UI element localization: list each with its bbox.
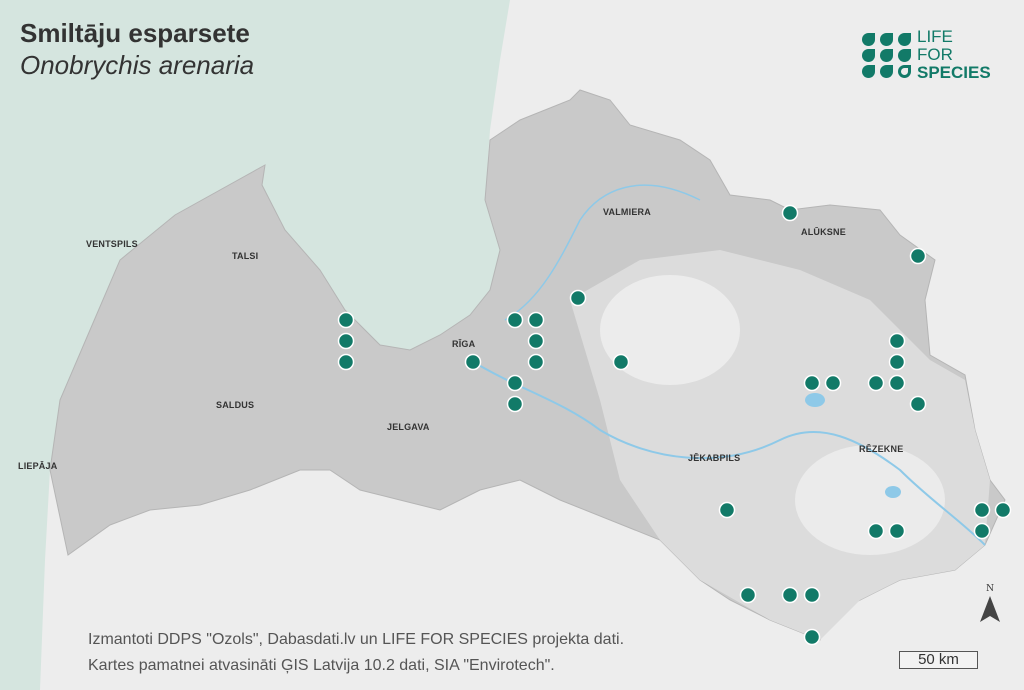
- lake-razna: [885, 486, 901, 498]
- occurrence-point: [612, 353, 630, 371]
- occurrence-point: [337, 353, 355, 371]
- occurrence-point: [506, 395, 524, 413]
- occurrence-point: [803, 586, 821, 604]
- occurrence-point: [973, 501, 991, 519]
- logo-line1: LIFE: [917, 27, 953, 46]
- occurrence-point: [867, 374, 885, 392]
- city-label-talsi: TALSI: [232, 251, 259, 261]
- life-for-species-logo: LIFE FOR SPECIES: [862, 28, 991, 82]
- logo-drops-icon: [862, 32, 911, 78]
- north-label: N: [986, 584, 994, 594]
- city-label-ventspils: VENTSPILS: [86, 239, 138, 249]
- occurrence-point: [337, 332, 355, 350]
- occurrence-point: [506, 311, 524, 329]
- city-label-jelgava: JELGAVA: [387, 422, 430, 432]
- occurrence-point: [803, 628, 821, 646]
- daugava-river: [469, 359, 986, 546]
- gauja-river: [504, 184, 701, 321]
- city-label-riga: RĪGA: [452, 339, 476, 349]
- occurrence-points: [337, 204, 1012, 646]
- occurrence-point: [527, 332, 545, 350]
- logo-line3: SPECIES: [917, 63, 991, 82]
- occurrence-point: [781, 586, 799, 604]
- city-label-saldus: SALDUS: [216, 400, 255, 410]
- vidzeme-upland: [600, 275, 740, 385]
- occurrence-point: [781, 204, 799, 222]
- north-arrow-icon: [980, 596, 1000, 622]
- city-label-jekabpils: JĒKABPILS: [688, 453, 741, 463]
- occurrence-point: [888, 522, 906, 540]
- occurrence-point: [909, 395, 927, 413]
- occurrence-point: [506, 374, 524, 392]
- city-label-rezekne: RĒZEKNE: [859, 444, 904, 454]
- city-label-aluksne: ALŪKSNE: [801, 227, 846, 237]
- logo-line2: FOR: [917, 45, 953, 64]
- occurrence-point: [888, 353, 906, 371]
- occurrence-point: [994, 501, 1012, 519]
- map-title: Smiltāju esparsete: [20, 18, 250, 48]
- data-credits: Izmantoti DDPS "Ozols", Dabasdati.lv un …: [88, 627, 624, 679]
- latgale-upland: [795, 445, 945, 555]
- city-label-valmiera: VALMIERA: [603, 207, 651, 217]
- occurrence-point: [909, 247, 927, 265]
- credits-line2: Kartes pamatnei atvasināti ĢIS Latvija 1…: [88, 657, 555, 674]
- occurrence-point: [527, 311, 545, 329]
- scale-bar: 50 km: [899, 651, 978, 669]
- north-arrow: N: [978, 584, 1002, 629]
- occurrence-point: [337, 311, 355, 329]
- occurrence-point: [464, 353, 482, 371]
- occurrence-point: [867, 522, 885, 540]
- occurrence-point: [803, 374, 821, 392]
- occurrence-point: [527, 353, 545, 371]
- occurrence-point: [888, 374, 906, 392]
- occurrence-point: [718, 501, 736, 519]
- occurrence-point: [888, 332, 906, 350]
- lake-lubans: [805, 393, 825, 407]
- occurrence-point: [973, 522, 991, 540]
- occurrence-point: [824, 374, 842, 392]
- occurrence-point: [569, 289, 587, 307]
- sea: [0, 0, 510, 690]
- map-subtitle: Onobrychis arenaria: [20, 50, 255, 80]
- credits-line1: Izmantoti DDPS "Ozols", Dabasdati.lv un …: [88, 631, 625, 648]
- city-label-liepaja: LIEPĀJA: [18, 461, 58, 471]
- occurrence-point: [739, 586, 757, 604]
